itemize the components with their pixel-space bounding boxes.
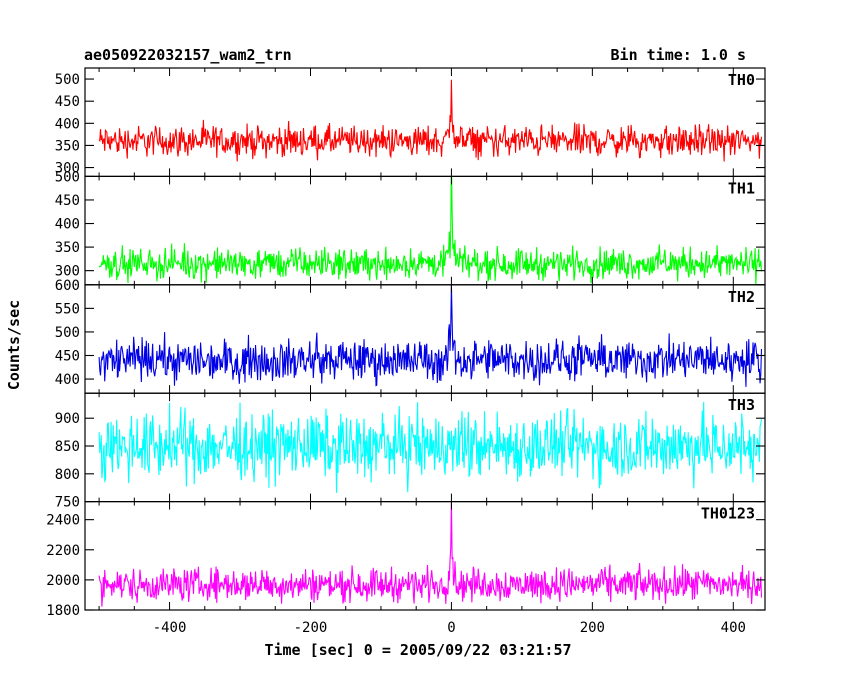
y-tick-label: 750	[55, 495, 80, 511]
y-tick-label: 300	[55, 264, 80, 280]
panel-th2: 400 450 500 550 600 TH2	[55, 278, 766, 394]
y-tick-label: 550	[55, 301, 80, 317]
y-tick-label: 450	[55, 193, 80, 209]
series-line-th2	[98, 284, 763, 387]
y-tick-label: 400	[55, 372, 80, 388]
panel-label-th1: TH1	[728, 179, 755, 197]
y-tick-label: 850	[55, 439, 80, 455]
series-line-th3	[98, 401, 763, 493]
panel-label-th0: TH0	[728, 71, 755, 89]
y-tick-label: 350	[55, 138, 80, 154]
y-tick-label: 2000	[46, 573, 80, 589]
bin-time-label: Bin time: 1.0 s	[611, 46, 746, 64]
y-tick-label: 500	[55, 72, 80, 88]
x-axis-label: Time [sec] 0 = 2005/09/22 03:21:57	[264, 641, 571, 659]
y-tick-label: 400	[55, 116, 80, 132]
x-tick-label: 200	[580, 620, 605, 636]
y-tick-label: 1800	[46, 603, 80, 619]
y-tick-label: 800	[55, 467, 80, 483]
series-line-th1	[98, 176, 763, 285]
y-axis-label: Counts/sec	[5, 300, 23, 390]
x-tick-label: -400	[153, 620, 187, 636]
y-tick-label: 2200	[46, 543, 80, 559]
y-tick-label: 450	[55, 94, 80, 110]
y-tick-label: 500	[55, 325, 80, 341]
y-tick-label: 350	[55, 240, 80, 256]
x-tick-label: 400	[721, 620, 746, 636]
y-tick-label: 300	[55, 161, 80, 177]
panel-label-th3: TH3	[728, 396, 755, 414]
panel-th0123: 1800 2000 2200 2400 TH0123	[46, 501, 766, 619]
y-tick-label: 600	[55, 278, 80, 294]
panel-th0: 300 350 400 450 500 TH0	[55, 67, 766, 178]
x-tick-label: -200	[294, 620, 328, 636]
y-tick-label: 400	[55, 217, 80, 233]
panel-frame	[84, 67, 766, 178]
panel-label-th2: TH2	[728, 288, 755, 306]
chart-title: ae050922032157_wam2_trn	[84, 46, 292, 64]
y-tick-label: 2400	[46, 513, 80, 529]
series-line-th0123	[98, 501, 763, 607]
panel-th1: 300 350 400 450 500 TH1	[55, 169, 766, 286]
panel-frame	[84, 501, 766, 611]
panel-label-th0123: TH0123	[701, 505, 755, 523]
panel-th3: 750 800 850 900 TH3	[55, 392, 766, 511]
series-line-th0	[98, 79, 763, 162]
y-tick-label: 500	[55, 169, 80, 185]
y-tick-label: 900	[55, 411, 80, 427]
y-tick-label: 450	[55, 348, 80, 364]
x-tick-label: 0	[447, 620, 455, 636]
